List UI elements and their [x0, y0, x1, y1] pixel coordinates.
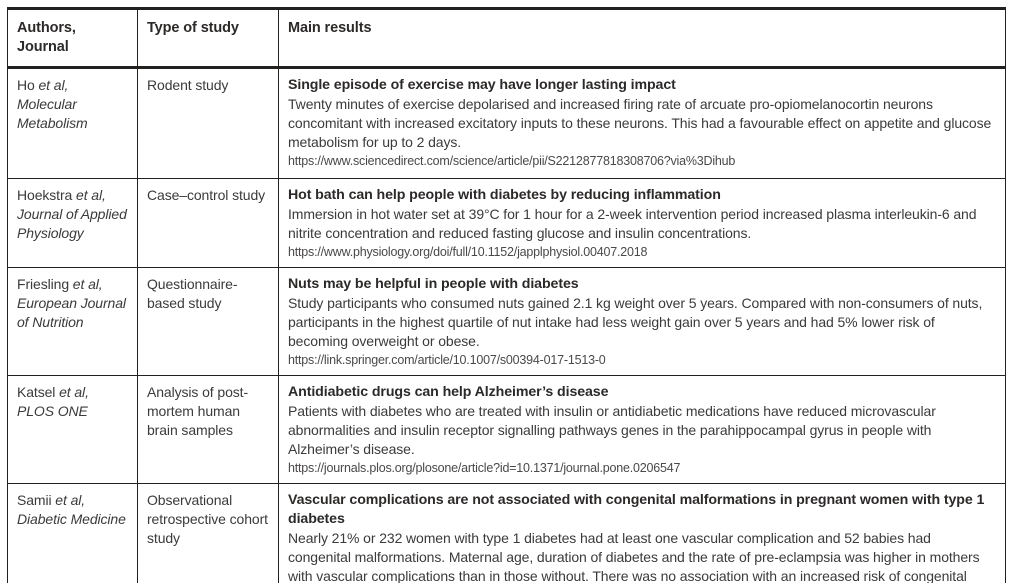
- result-title: Antidiabetic drugs can help Alzheimer’s …: [288, 384, 609, 400]
- studies-table: Authors, Journal Type of study Main resu…: [7, 7, 1006, 583]
- study-type-cell: Case–control study: [137, 178, 279, 268]
- table-row: Hoekstra et al, Journal of Applied Physi…: [7, 178, 1006, 268]
- author-name: Hoekstra: [17, 187, 73, 203]
- study-type-cell: Observational retrospective cohort study: [137, 483, 279, 583]
- result-summary: Patients with diabetes who are treated w…: [288, 403, 936, 457]
- authors-journal-cell: Ho et al, Molecular Metabolism: [7, 67, 138, 179]
- author-name: Samii: [17, 492, 52, 508]
- col-header-authors-journal: Authors, Journal: [7, 7, 138, 69]
- result-title: Single episode of exercise may have long…: [288, 77, 676, 93]
- authors-journal-cell: Samii et al, Diabetic Medicine: [7, 483, 138, 583]
- author-name: Katsel: [17, 384, 56, 400]
- journal-name: et al, Journal of Applied Physiology: [17, 187, 127, 241]
- authors-journal-cell: Friesling et al, European Journal of Nut…: [7, 267, 138, 376]
- table-row: Friesling et al, European Journal of Nut…: [7, 267, 1006, 376]
- result-title: Vascular complications are not associate…: [288, 492, 985, 527]
- table-row: Katsel et al, PLOS ONE Analysis of post-…: [7, 375, 1006, 484]
- journal-name: et al, PLOS ONE: [17, 384, 89, 419]
- result-url: https://link.springer.com/article/10.100…: [288, 353, 606, 367]
- main-results-cell: Hot bath can help people with diabetes b…: [278, 178, 1006, 268]
- main-results-cell: Vascular complications are not associate…: [278, 483, 1006, 583]
- result-title: Hot bath can help people with diabetes b…: [288, 187, 721, 203]
- author-name: Friesling: [17, 276, 70, 292]
- result-url: https://journals.plos.org/plosone/articl…: [288, 461, 681, 475]
- journal-name: et al, European Journal of Nutrition: [17, 276, 126, 330]
- study-type-cell: Analysis of post-mortem human brain samp…: [137, 375, 279, 484]
- journal-name: et al, Molecular Metabolism: [17, 77, 88, 131]
- result-url: https://www.physiology.org/doi/full/10.1…: [288, 245, 648, 259]
- study-type-cell: Rodent study: [137, 67, 279, 179]
- result-summary: Nearly 21% or 232 women with type 1 diab…: [288, 530, 980, 583]
- journal-name: et al, Diabetic Medicine: [17, 492, 126, 527]
- authors-journal-cell: Hoekstra et al, Journal of Applied Physi…: [7, 178, 138, 268]
- col-header-main-results: Main results: [278, 7, 1006, 69]
- result-title: Nuts may be helpful in people with diabe…: [288, 276, 579, 292]
- study-type-cell: Questionnaire-based study: [137, 267, 279, 376]
- author-name: Ho: [17, 77, 35, 93]
- authors-journal-cell: Katsel et al, PLOS ONE: [7, 375, 138, 484]
- result-summary: Study participants who consumed nuts gai…: [288, 295, 983, 349]
- header-row: Authors, Journal Type of study Main resu…: [7, 7, 1006, 69]
- result-url: https://www.sciencedirect.com/science/ar…: [288, 154, 736, 168]
- table-row: Ho et al, Molecular Metabolism Rodent st…: [7, 67, 1006, 179]
- result-summary: Twenty minutes of exercise depolarised a…: [288, 96, 992, 150]
- main-results-cell: Nuts may be helpful in people with diabe…: [278, 267, 1006, 376]
- main-results-cell: Single episode of exercise may have long…: [278, 67, 1006, 179]
- table-row: Samii et al, Diabetic Medicine Observati…: [7, 483, 1006, 583]
- main-results-cell: Antidiabetic drugs can help Alzheimer’s …: [278, 375, 1006, 484]
- result-summary: Immersion in hot water set at 39°C for 1…: [288, 206, 977, 241]
- col-header-type-of-study: Type of study: [137, 7, 279, 69]
